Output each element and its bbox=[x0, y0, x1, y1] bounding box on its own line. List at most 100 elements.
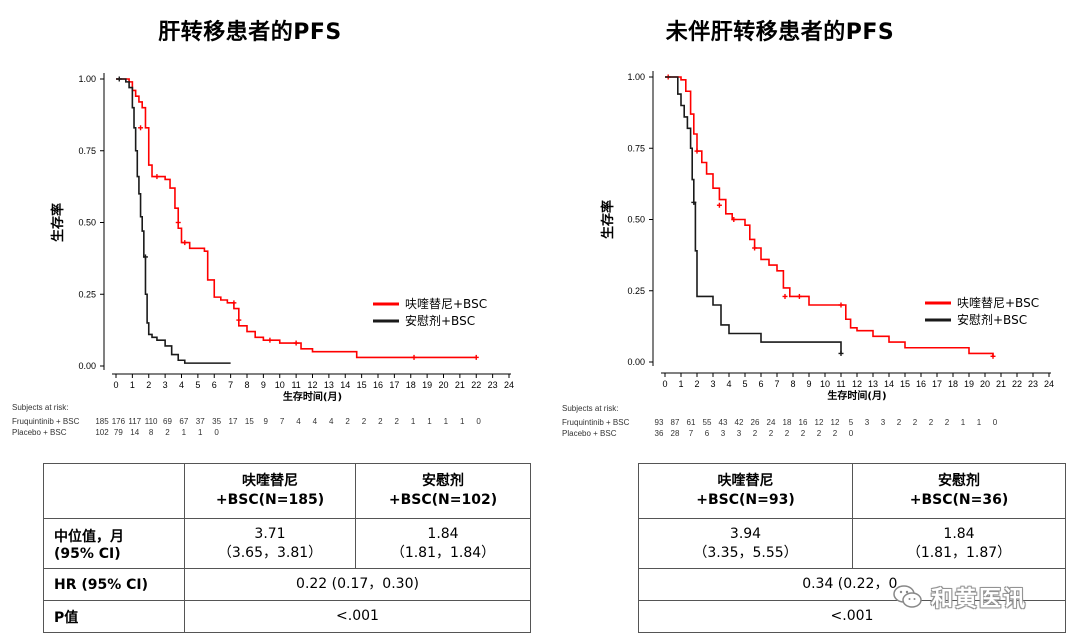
risk-count: 43 bbox=[719, 418, 728, 427]
risk-count: 117 bbox=[128, 417, 141, 426]
watermark: 和黄医讯 bbox=[893, 578, 1053, 616]
risk-count: 17 bbox=[229, 417, 238, 426]
km-curve-series-0 bbox=[116, 78, 477, 359]
x-axis-label: 生存时间(月) bbox=[827, 389, 886, 402]
x-tick-label: 12 bbox=[307, 380, 317, 390]
hr-value: 0.22 (0.17，0.30) bbox=[184, 568, 531, 601]
risk-count: 1 bbox=[977, 418, 982, 427]
x-tick-label: 0 bbox=[113, 380, 118, 390]
median-treatment: 3.94 （3.35，5.55） bbox=[638, 518, 853, 569]
risk-count: 0 bbox=[476, 417, 481, 426]
legend-label-1: 安慰剂+BSC bbox=[405, 313, 475, 328]
risk-count: 7 bbox=[689, 429, 694, 438]
legend-label-0: 呋喹替尼+BSC bbox=[405, 296, 487, 311]
right-chart-panel: 未伴肝转移患者的PFS 0.00 0.25 0.50 0.75 1.00 0 1 2 3 4 5 6 7… bbox=[540, 0, 1080, 644]
km-curve-series-1 bbox=[116, 78, 231, 364]
x-tick-label: 0 bbox=[662, 379, 667, 389]
x-tick-label: 7 bbox=[228, 380, 233, 390]
km-curve-series-0 bbox=[665, 76, 994, 357]
median-placebo: 1.84 （1.81，1.87） bbox=[852, 518, 1066, 569]
x-tick-label: 18 bbox=[406, 380, 416, 390]
right-stats-table: 呋喹替尼 +BSC(N=93) 安慰剂 +BSC(N=36) 3.94 （3.35，5… bbox=[638, 463, 1066, 633]
risk-count: 14 bbox=[130, 428, 139, 437]
risk-count: 36 bbox=[655, 429, 664, 438]
risk-count: 2 bbox=[362, 417, 367, 426]
x-tick-label: 14 bbox=[884, 379, 894, 389]
p-value: <.001 bbox=[184, 600, 531, 633]
row-header-p: P值 bbox=[43, 600, 185, 633]
x-tick-label: 3 bbox=[163, 380, 168, 390]
risk-count: 2 bbox=[378, 417, 383, 426]
km-curve-series-1 bbox=[665, 76, 842, 354]
x-tick-label: 5 bbox=[195, 380, 200, 390]
risk-count: 4 bbox=[329, 417, 334, 426]
x-tick-label: 3 bbox=[710, 379, 715, 389]
x-tick-label: 6 bbox=[758, 379, 763, 389]
y-tick-label: 0.50 bbox=[78, 218, 96, 228]
risk-count: 12 bbox=[815, 418, 824, 427]
x-tick-label: 18 bbox=[948, 379, 958, 389]
legend-label-0: 呋喹替尼+BSC bbox=[957, 295, 1039, 310]
risk-count: 67 bbox=[179, 417, 188, 426]
x-tick-label: 21 bbox=[996, 379, 1006, 389]
x-tick-label: 13 bbox=[868, 379, 878, 389]
risk-count: 26 bbox=[751, 418, 760, 427]
median-placebo: 1.84 （1.81，1.84） bbox=[355, 518, 531, 569]
risk-count: 110 bbox=[145, 417, 158, 426]
risk-count: 1 bbox=[427, 417, 432, 426]
risk-count: 61 bbox=[687, 418, 696, 427]
risk-count: 37 bbox=[196, 417, 205, 426]
x-tick-label: 13 bbox=[324, 380, 334, 390]
x-tick-label: 8 bbox=[244, 380, 249, 390]
col-header-placebo: 安慰剂 +BSC(N=102) bbox=[355, 463, 531, 519]
y-tick-label: 1.00 bbox=[627, 72, 645, 82]
col-header-treatment: 呋喹替尼 +BSC(N=185) bbox=[184, 463, 356, 519]
x-tick-label: 2 bbox=[694, 379, 699, 389]
hr-value: 0.34 (0.22，0. bbox=[638, 568, 1066, 601]
x-tick-label: 16 bbox=[916, 379, 926, 389]
p-value: <.001 bbox=[638, 600, 1066, 633]
x-tick-label: 1 bbox=[130, 380, 135, 390]
wechat-icon bbox=[893, 584, 923, 610]
y-tick-label: 0.75 bbox=[627, 143, 645, 153]
left-chart-panel: 肝转移患者的PFS 0.00 0.25 0.50 0.75 1.00 0 1 2 3 4 5 6 7 8 9… bbox=[12, 20, 514, 437]
x-tick-label: 20 bbox=[980, 379, 990, 389]
x-tick-label: 4 bbox=[179, 380, 184, 390]
y-tick-label: 0.25 bbox=[78, 289, 96, 299]
y-tick-label: 0.00 bbox=[627, 357, 645, 367]
risk-count: 0 bbox=[993, 418, 998, 427]
x-tick-label: 1 bbox=[678, 379, 683, 389]
risk-count: 0 bbox=[214, 428, 219, 437]
x-tick-label: 7 bbox=[774, 379, 779, 389]
risk-count: 8 bbox=[149, 428, 154, 437]
risk-count: 1 bbox=[460, 417, 465, 426]
risk-count: 1 bbox=[198, 428, 203, 437]
risk-count: 35 bbox=[212, 417, 221, 426]
x-tick-label: 19 bbox=[964, 379, 974, 389]
x-tick-label: 6 bbox=[212, 380, 217, 390]
risk-count: 24 bbox=[767, 418, 776, 427]
x-tick-label: 10 bbox=[820, 379, 830, 389]
y-axis-label: 生存率 bbox=[600, 200, 616, 239]
x-tick-label: 23 bbox=[1028, 379, 1038, 389]
y-tick-label: 0.50 bbox=[627, 215, 645, 225]
risk-count: 3 bbox=[881, 418, 886, 427]
x-tick-label: 14 bbox=[340, 380, 350, 390]
risk-count: 18 bbox=[783, 418, 792, 427]
right-km-chart: 0.000.250.500.751.000 1 2 3 4 5 6 7 8 9 10 11 12 13 14… bbox=[562, 71, 1054, 438]
x-tick-label: 22 bbox=[471, 380, 481, 390]
risk-count: 28 bbox=[671, 429, 680, 438]
risk-count: 2 bbox=[833, 429, 838, 438]
risk-count: 1 bbox=[182, 428, 187, 437]
risk-count: 2 bbox=[817, 429, 822, 438]
x-tick-label: 15 bbox=[900, 379, 910, 389]
x-tick-label: 16 bbox=[373, 380, 383, 390]
x-tick-label: 24 bbox=[504, 380, 514, 390]
x-tick-label: 4 bbox=[726, 379, 731, 389]
left-km-chart: 0.000.250.500.751.000 1 2 3 4 5 6 7 8 9 10 11 12 13 14… bbox=[12, 73, 514, 437]
x-tick-label: 20 bbox=[438, 380, 448, 390]
risk-count: 1 bbox=[961, 418, 966, 427]
x-tick-label: 5 bbox=[742, 379, 747, 389]
risk-count: 185 bbox=[95, 417, 109, 426]
risk-count: 2 bbox=[945, 418, 950, 427]
